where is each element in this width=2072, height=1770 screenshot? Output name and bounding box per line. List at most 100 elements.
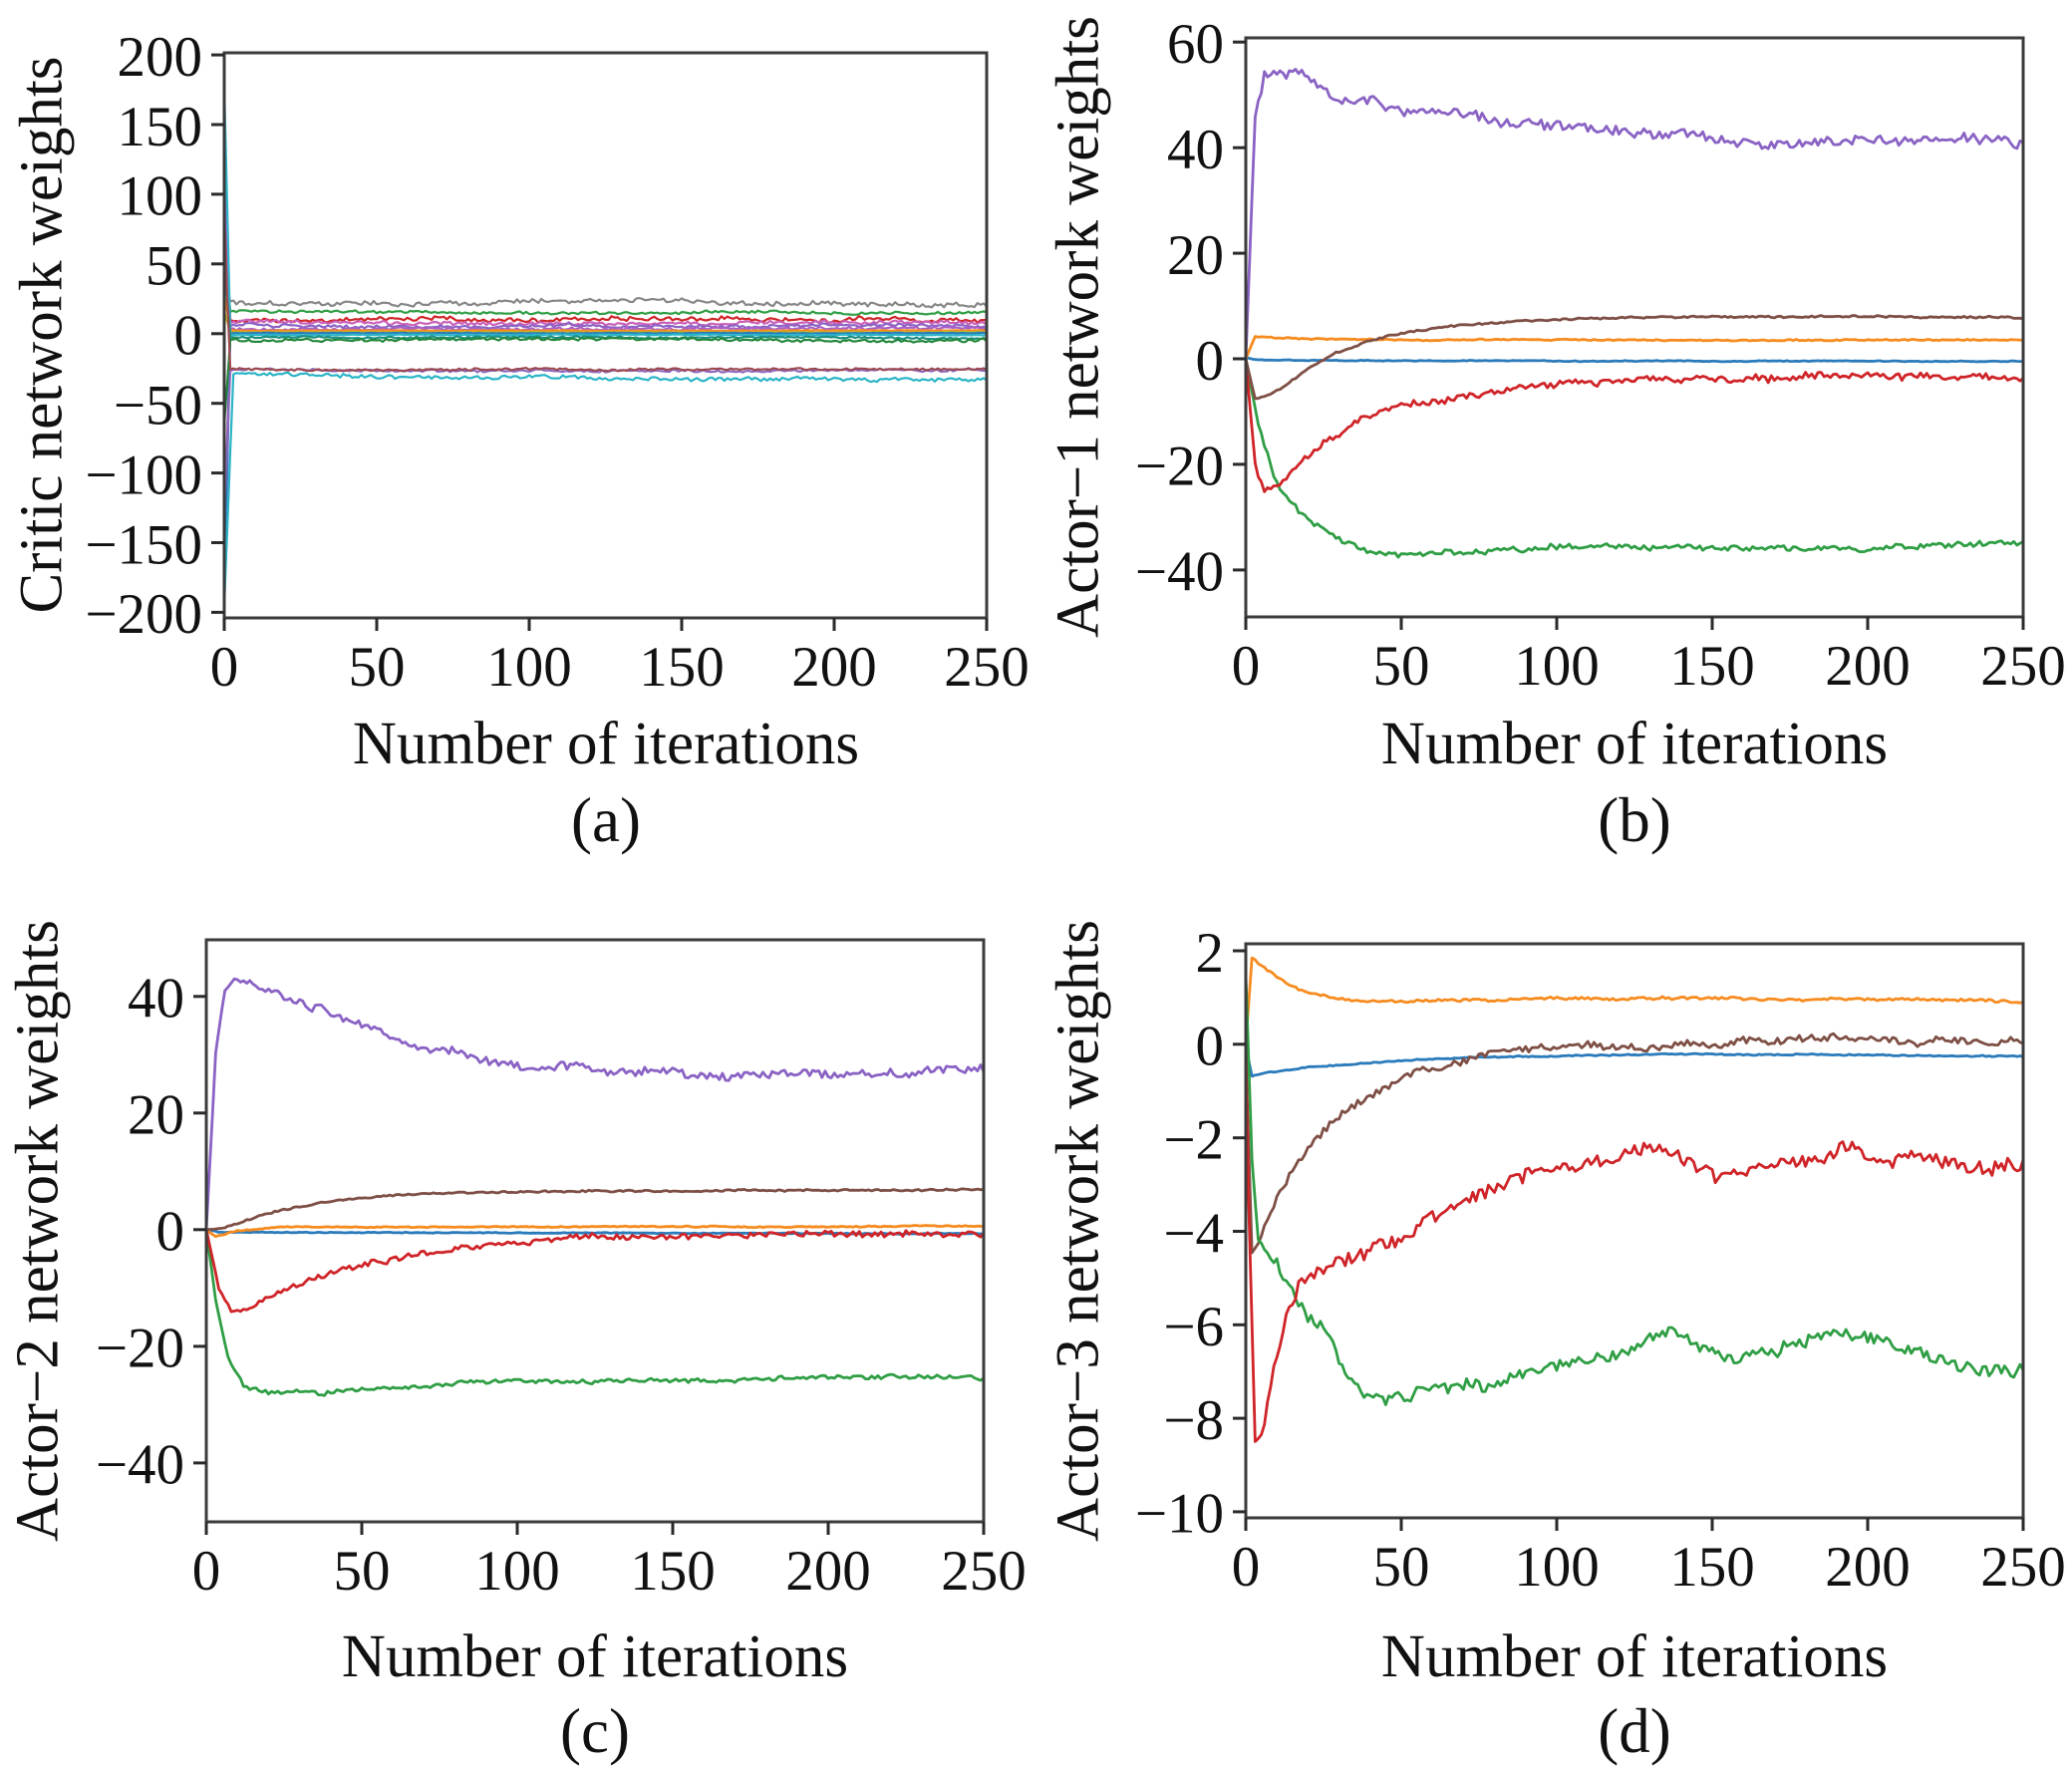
panel-c: 0 50 100 150 200 250 −40 −20 0 20 40 Actor−2 netwo…	[0, 885, 1036, 1770]
x-tick-label: 50	[349, 636, 406, 699]
x-axis-label: Number of iterations	[341, 1623, 849, 1690]
panel-b: 0 50 100 150 200 250 −40 −20 0 20 40 60 Actor−1 net…	[1036, 0, 2072, 885]
y-tick-label: −10	[1135, 1483, 1224, 1546]
y-tick-label: −40	[96, 1434, 184, 1497]
x-axis-label: Number of iterations	[352, 711, 860, 777]
y-tick-label: 0	[1196, 1016, 1225, 1078]
y-tick-label: 100	[118, 165, 203, 228]
x-tick-label: 250	[941, 1540, 1027, 1603]
y-tick-label: −4	[1163, 1202, 1224, 1265]
panel-caption: (a)	[571, 785, 641, 855]
y-tick-label: 60	[1167, 13, 1224, 76]
series-line-cyan-2	[224, 371, 987, 606]
y-tick-label: −200	[85, 583, 202, 646]
series-line-cyan	[224, 85, 987, 337]
y-tick-label: 0	[156, 1201, 185, 1264]
series-line-red	[206, 1229, 984, 1314]
y-tick-label: 2	[1196, 922, 1225, 985]
x-tick-label: 250	[944, 636, 1030, 699]
plot-spines	[1244, 942, 2025, 1520]
series-line-violet	[224, 151, 987, 333]
panel-caption: (d)	[1598, 1696, 1671, 1766]
x-tick-label: 250	[1980, 1536, 2066, 1599]
x-tick-label: 0	[210, 636, 239, 699]
series-line-orange	[206, 1224, 984, 1239]
panel-a: 0 50 100 150 200 250 −200 −150 −100 −50 0 50 100 150 2…	[0, 0, 1036, 885]
series-line-blue	[224, 331, 987, 571]
x-tick-label: 150	[1669, 635, 1755, 698]
x-tick-label: 50	[1373, 1536, 1430, 1599]
plot-critic-weights: 0 50 100 150 200 250−200−150−100−500501001502…	[85, 26, 1030, 699]
plot-actor3-weights: 0 50 100 150 200 250 −10 −8 −6 −4 −2 0 2	[1135, 922, 2066, 1599]
series-line-blue	[1246, 356, 2023, 364]
x-tick-label: 100	[474, 1540, 560, 1603]
x-tick-label: 0	[192, 1540, 221, 1603]
series-line-dark-green	[224, 336, 987, 425]
y-tick-label: −20	[96, 1318, 184, 1380]
series-line-purple	[206, 977, 984, 1230]
y-tick-label: −20	[1135, 436, 1224, 498]
series-line-brown	[1246, 1032, 2023, 1255]
x-tick-label: 50	[1373, 635, 1430, 698]
series-line-purple-2	[224, 367, 987, 508]
y-tick-label: 0	[174, 305, 203, 368]
series-line-orange	[224, 294, 987, 333]
x-tick-label: 0	[1232, 1536, 1261, 1599]
y-axis-label: Actor−1 network weights	[1044, 16, 1112, 638]
series-line-green	[224, 242, 987, 316]
x-tick-label: 100	[1514, 1536, 1600, 1599]
y-tick-label: −150	[85, 513, 202, 576]
y-tick-label: 200	[118, 26, 203, 89]
series-line-brown	[206, 1187, 984, 1232]
panel-caption: (c)	[560, 1696, 630, 1766]
plot-actor2-weights: 0 50 100 150 200 250 −40 −20 0 20 40	[96, 938, 1027, 1603]
plot-spines	[204, 938, 986, 1524]
series-line-brown	[1246, 314, 2023, 401]
y-tick-label: −100	[85, 443, 202, 506]
y-tick-label: −50	[114, 374, 202, 437]
y-tick-label: 0	[1196, 330, 1225, 393]
x-tick-label: 50	[334, 1540, 391, 1603]
panel-caption: (b)	[1598, 785, 1671, 855]
y-tick-label: −2	[1163, 1108, 1224, 1171]
y-tick-label: 150	[118, 96, 203, 158]
y-tick-label: −6	[1163, 1296, 1224, 1358]
x-axis-label: Number of iterations	[1380, 1623, 1889, 1690]
y-axis-label: Actor−2 network weights	[4, 920, 72, 1542]
x-tick-label: 150	[639, 636, 725, 699]
series-line-green	[1246, 974, 2023, 1406]
series-line-orange	[1246, 335, 2023, 360]
series-line-gray	[224, 277, 987, 309]
x-tick-label: 100	[486, 636, 572, 699]
series-line-green	[206, 1229, 984, 1397]
series-line-blue	[1246, 1045, 2023, 1078]
y-tick-label: 20	[1167, 224, 1224, 287]
y-tick-label: 20	[128, 1084, 184, 1147]
series-line-purple	[1246, 68, 2023, 360]
y-tick-label: −8	[1163, 1389, 1224, 1452]
x-tick-label: 200	[791, 636, 877, 699]
series-line-red	[224, 200, 987, 325]
y-tick-label: 40	[128, 968, 184, 1031]
y-tick-label: 50	[146, 235, 202, 298]
series-line-red	[1246, 358, 2023, 493]
plot-spines	[222, 51, 989, 620]
y-tick-label: −40	[1135, 541, 1224, 604]
x-tick-label: 200	[785, 1540, 871, 1603]
x-tick-label: 150	[1669, 1536, 1755, 1599]
series-line-maroon	[224, 228, 987, 373]
panel-d: 0 50 100 150 200 250 −10 −8 −6 −4 −2 0 2 Actor−3 net…	[1036, 885, 2072, 1770]
x-tick-label: 200	[1825, 635, 1911, 698]
x-tick-label: 150	[630, 1540, 716, 1603]
y-axis-label: Actor−3 network weights	[1044, 920, 1112, 1542]
y-axis-label: Critic network weights	[8, 56, 76, 614]
x-tick-label: 0	[1232, 635, 1261, 698]
series-line-orange	[1246, 956, 2023, 1044]
plot-spines	[1244, 36, 2025, 619]
series-line-pink	[224, 318, 987, 543]
x-tick-label: 250	[1980, 635, 2066, 698]
x-axis-label: Number of iterations	[1380, 711, 1889, 777]
series-line-red	[1246, 1043, 2023, 1443]
plot-actor1-weights: 0 50 100 150 200 250 −40 −20 0 20 40 60	[1135, 13, 2066, 698]
